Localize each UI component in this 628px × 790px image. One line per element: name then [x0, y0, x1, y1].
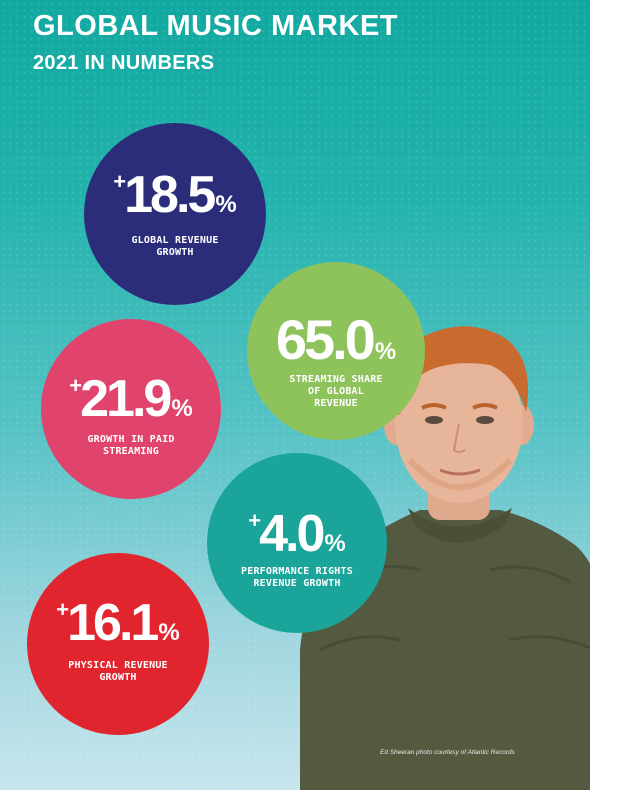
photo-caption: Ed Sheeran photo courtesy of Atlantic Re…	[380, 749, 515, 756]
stat-bubble-physical-revenue: +16.1% PHYSICAL REVENUE GROWTH	[27, 553, 209, 735]
stat-label: STREAMING SHARE OF GLOBAL REVENUE	[289, 374, 383, 409]
stat-value: +18.5%	[113, 166, 237, 224]
page-margin	[590, 0, 628, 790]
stat-label: PHYSICAL REVENUE GROWTH	[68, 660, 168, 683]
stat-label: PERFORMANCE RIGHTS REVENUE GROWTH	[241, 566, 353, 589]
stat-label: GROWTH IN PAID STREAMING	[87, 434, 175, 457]
stat-value: +4.0%	[248, 505, 346, 563]
stat-bubble-streaming-share: 65.0% STREAMING SHARE OF GLOBAL REVENUE	[247, 262, 425, 440]
collar	[408, 508, 512, 543]
infographic-panel: GLOBAL MUSIC MARKET 2021 IN NUMBERS +18.…	[0, 0, 590, 790]
hair	[391, 326, 529, 415]
stat-value: 65.0%	[275, 308, 397, 371]
face	[395, 343, 523, 503]
stat-value: +16.1%	[56, 594, 180, 652]
stat-label: GLOBAL REVENUE GROWTH	[131, 235, 219, 258]
page-title: GLOBAL MUSIC MARKET	[33, 10, 399, 42]
stat-bubble-performance-rights: +4.0% PERFORMANCE RIGHTS REVENUE GROWTH	[207, 453, 387, 633]
stat-bubble-paid-streaming: +21.9% GROWTH IN PAID STREAMING	[41, 319, 221, 499]
stat-value: +21.9%	[69, 370, 193, 428]
stat-bubble-global-revenue: +18.5% GLOBAL REVENUE GROWTH	[84, 123, 266, 305]
page-subtitle: 2021 IN NUMBERS	[33, 52, 215, 74]
